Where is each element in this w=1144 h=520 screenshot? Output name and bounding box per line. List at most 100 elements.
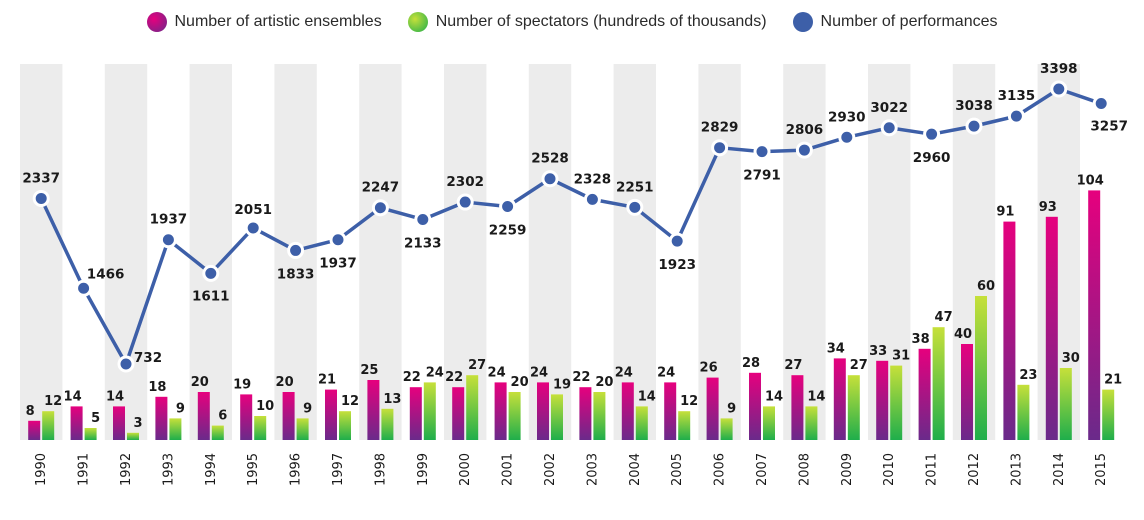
label-spectators-2005: 12 <box>680 394 698 409</box>
label-ensembles-2001: 24 <box>488 365 506 380</box>
bar-ensembles-2003 <box>579 387 592 440</box>
background-stripe <box>189 64 232 440</box>
label-performances-2002: 2528 <box>531 151 569 167</box>
x-tick-2010: 2010 <box>882 453 897 486</box>
bar-spectators-2001 <box>508 392 521 440</box>
label-spectators-1995: 10 <box>256 399 274 414</box>
bar-ensembles-2007 <box>749 372 761 440</box>
bar-ensembles-2011 <box>918 348 931 440</box>
bar-spectators-2012 <box>975 296 987 440</box>
point-performances-1995 <box>244 219 262 237</box>
x-tick-2013: 2013 <box>1009 453 1024 486</box>
label-performances-1997: 1937 <box>319 256 357 272</box>
bar-spectators-1997 <box>339 411 351 440</box>
label-spectators-2001: 20 <box>511 375 529 390</box>
x-tick-2005: 2005 <box>670 453 685 486</box>
label-ensembles-2000: 22 <box>445 370 463 385</box>
legend-item-spectators: Number of spectators (hundreds of thousa… <box>407 12 767 32</box>
point-performances-2004 <box>626 198 644 216</box>
label-performances-1991: 1466 <box>87 266 125 282</box>
label-performances-2013: 3135 <box>998 88 1036 104</box>
label-ensembles-2010: 33 <box>869 344 887 359</box>
point-performances-2005 <box>668 232 686 250</box>
x-tick-1996: 1996 <box>289 453 304 486</box>
legend-item-ensembles: Number of artistic ensembles <box>146 12 382 32</box>
point-performances-2002 <box>541 170 559 188</box>
legend-label-performances: Number of performances <box>820 13 998 30</box>
x-tick-2009: 2009 <box>840 453 855 486</box>
bar-spectators-1998 <box>381 408 394 440</box>
point-performances-2014 <box>1050 80 1068 98</box>
point-performances-2013 <box>1007 107 1025 125</box>
bar-ensembles-2010 <box>876 360 889 440</box>
point-performances-2007 <box>753 143 771 161</box>
x-tick-2001: 2001 <box>501 453 516 486</box>
label-ensembles-1990: 8 <box>26 404 35 419</box>
bar-ensembles-2002 <box>537 382 549 440</box>
label-spectators-1990: 12 <box>44 394 62 409</box>
label-ensembles-2004: 24 <box>615 365 633 380</box>
point-performances-1997 <box>329 231 347 249</box>
label-ensembles-2009: 34 <box>827 341 845 356</box>
x-tick-1991: 1991 <box>77 453 92 486</box>
bar-ensembles-2012 <box>961 344 973 440</box>
bar-ensembles-2013 <box>1003 221 1016 440</box>
x-tick-1997: 1997 <box>331 453 346 486</box>
legend-label-spectators: Number of spectators (hundreds of thousa… <box>435 13 767 30</box>
label-ensembles-2015: 104 <box>1077 173 1104 188</box>
point-performances-2010 <box>880 119 898 137</box>
point-performances-2003 <box>583 190 601 208</box>
bar-spectators-2015 <box>1102 389 1115 440</box>
label-spectators-1997: 12 <box>341 394 359 409</box>
x-tick-1990: 1990 <box>34 453 49 486</box>
label-ensembles-2005: 24 <box>657 365 675 380</box>
background-stripe <box>613 64 656 440</box>
label-performances-2010: 3022 <box>870 100 908 116</box>
point-performances-2009 <box>838 128 856 146</box>
bar-spectators-1993 <box>169 418 182 440</box>
bar-ensembles-1997 <box>325 389 337 440</box>
point-performances-1993 <box>159 231 177 249</box>
bar-spectators-2005 <box>678 411 691 440</box>
label-ensembles-2011: 38 <box>912 332 930 347</box>
label-ensembles-2006: 26 <box>700 361 718 376</box>
bar-spectators-2003 <box>593 392 606 440</box>
label-ensembles-1992: 14 <box>106 389 124 404</box>
point-performances-2015 <box>1092 95 1110 113</box>
x-tick-2006: 2006 <box>713 453 728 486</box>
label-ensembles-2007: 28 <box>742 356 760 371</box>
label-ensembles-2014: 93 <box>1039 200 1057 215</box>
x-tick-1998: 1998 <box>373 453 388 486</box>
x-tick-1992: 1992 <box>119 453 134 486</box>
bar-spectators-2006 <box>720 418 733 440</box>
background-stripe <box>528 64 572 440</box>
label-spectators-2011: 47 <box>935 310 953 325</box>
bar-spectators-1995 <box>254 416 267 440</box>
point-performances-1994 <box>202 264 220 282</box>
legend: Number of artistic ensembles Number of s… <box>0 8 1144 36</box>
label-performances-2000: 2302 <box>446 174 484 190</box>
label-spectators-2002: 19 <box>553 377 571 392</box>
bar-spectators-2000 <box>466 375 479 440</box>
label-spectators-1991: 5 <box>91 411 100 426</box>
point-performances-1996 <box>287 241 305 259</box>
x-tick-2000: 2000 <box>458 453 473 486</box>
label-spectators-2009: 27 <box>850 358 868 373</box>
point-performances-2008 <box>795 141 813 159</box>
point-performances-1992 <box>117 355 135 373</box>
label-performances-2015: 3257 <box>1090 119 1128 135</box>
bar-ensembles-2006 <box>706 377 719 440</box>
point-performances-2006 <box>711 139 729 157</box>
bar-ensembles-1998 <box>367 380 380 440</box>
label-spectators-2014: 30 <box>1062 351 1080 366</box>
label-performances-1994: 1611 <box>192 288 230 304</box>
bar-spectators-2002 <box>551 394 563 440</box>
label-performances-2011: 2960 <box>913 150 951 166</box>
background-stripe <box>444 64 487 440</box>
bar-ensembles-2001 <box>494 382 507 440</box>
background-stripe <box>783 64 826 440</box>
label-performances-2014: 3398 <box>1040 61 1078 77</box>
point-performances-2011 <box>923 125 941 143</box>
legend-label-ensembles: Number of artistic ensembles <box>174 13 382 30</box>
label-spectators-2012: 60 <box>977 279 995 294</box>
